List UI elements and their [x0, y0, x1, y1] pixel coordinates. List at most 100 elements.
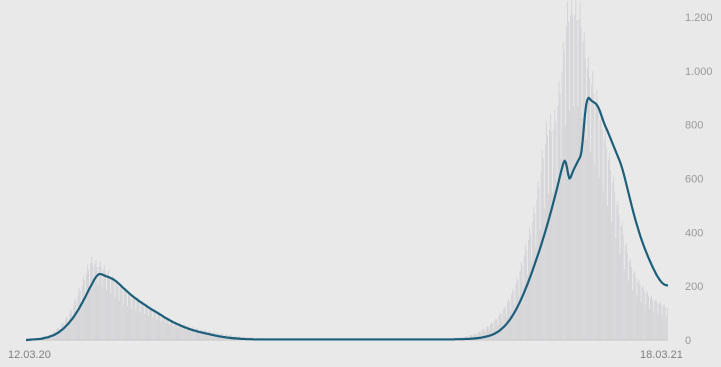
bar [173, 326, 175, 340]
bar [603, 139, 605, 340]
bar [628, 280, 629, 340]
bar [514, 305, 516, 340]
bar [661, 315, 663, 340]
bar [188, 325, 189, 340]
bar [605, 148, 607, 340]
bar [513, 292, 515, 340]
bar [488, 326, 489, 340]
bar [556, 180, 558, 340]
x-axis-start-label: 12.03.20 [8, 349, 51, 361]
bar [537, 181, 539, 340]
bar [75, 301, 77, 340]
bar [125, 293, 127, 340]
bar [529, 227, 530, 340]
bar [132, 297, 134, 340]
bar [99, 261, 101, 340]
bar [644, 305, 646, 340]
bar [62, 323, 64, 340]
bar [134, 300, 136, 340]
bar [74, 299, 76, 340]
bar [71, 310, 73, 340]
bar [147, 306, 148, 340]
bar [120, 285, 122, 340]
bar [61, 322, 63, 340]
bar [553, 129, 555, 340]
bar [165, 317, 167, 340]
bar [648, 295, 649, 340]
bar [118, 300, 120, 340]
bar [609, 153, 610, 340]
bar [524, 244, 526, 340]
bar [175, 321, 177, 340]
bar [639, 284, 641, 340]
bar [654, 300, 656, 340]
bar [154, 308, 156, 340]
bar [94, 264, 96, 340]
bar [79, 291, 81, 340]
bar [657, 313, 659, 340]
bar [194, 331, 196, 340]
bar [486, 326, 488, 340]
bar [202, 333, 204, 340]
bar [169, 325, 171, 340]
bar [200, 329, 202, 340]
y-tick-label: 0 [685, 335, 691, 347]
bar [629, 261, 630, 340]
bar [97, 285, 99, 340]
bar [619, 254, 621, 340]
bar [189, 326, 191, 340]
bar [156, 319, 158, 340]
bar [632, 290, 634, 340]
y-tick-label: 600 [685, 174, 703, 186]
bar [112, 275, 114, 340]
bar [196, 328, 198, 340]
bar [659, 301, 661, 340]
bar [130, 297, 132, 340]
bar [543, 208, 545, 340]
bar [510, 311, 512, 340]
bar [575, 0, 577, 340]
bar [177, 327, 179, 340]
bar [197, 328, 199, 340]
bar [144, 305, 146, 340]
bar [630, 259, 631, 340]
bar [643, 290, 645, 340]
bar [170, 320, 172, 340]
bar [518, 296, 520, 340]
bar [203, 330, 205, 340]
bar [650, 297, 651, 340]
bar [85, 273, 87, 340]
bar [179, 323, 181, 340]
bar [591, 84, 593, 341]
bar [77, 295, 79, 340]
bar [51, 335, 53, 340]
bar [572, 14, 574, 340]
bar [87, 265, 88, 340]
bar [80, 303, 82, 340]
bar [168, 320, 169, 340]
bar [158, 311, 160, 340]
bar [127, 306, 128, 340]
bar [95, 260, 97, 340]
bar [502, 309, 504, 340]
bar [552, 192, 554, 340]
bar [181, 328, 183, 340]
bar [528, 239, 529, 340]
bar [601, 128, 603, 340]
bar [637, 281, 639, 340]
bar [92, 262, 94, 340]
bar [589, 78, 590, 340]
bar [498, 315, 500, 340]
bar [191, 328, 193, 340]
bar [143, 314, 145, 340]
bar [69, 313, 71, 340]
bar [128, 293, 129, 340]
bar [554, 109, 556, 340]
bar [207, 334, 208, 340]
bar [47, 337, 48, 340]
bar [76, 310, 78, 340]
bar [561, 71, 563, 340]
bar [539, 229, 541, 340]
bar [606, 206, 608, 340]
